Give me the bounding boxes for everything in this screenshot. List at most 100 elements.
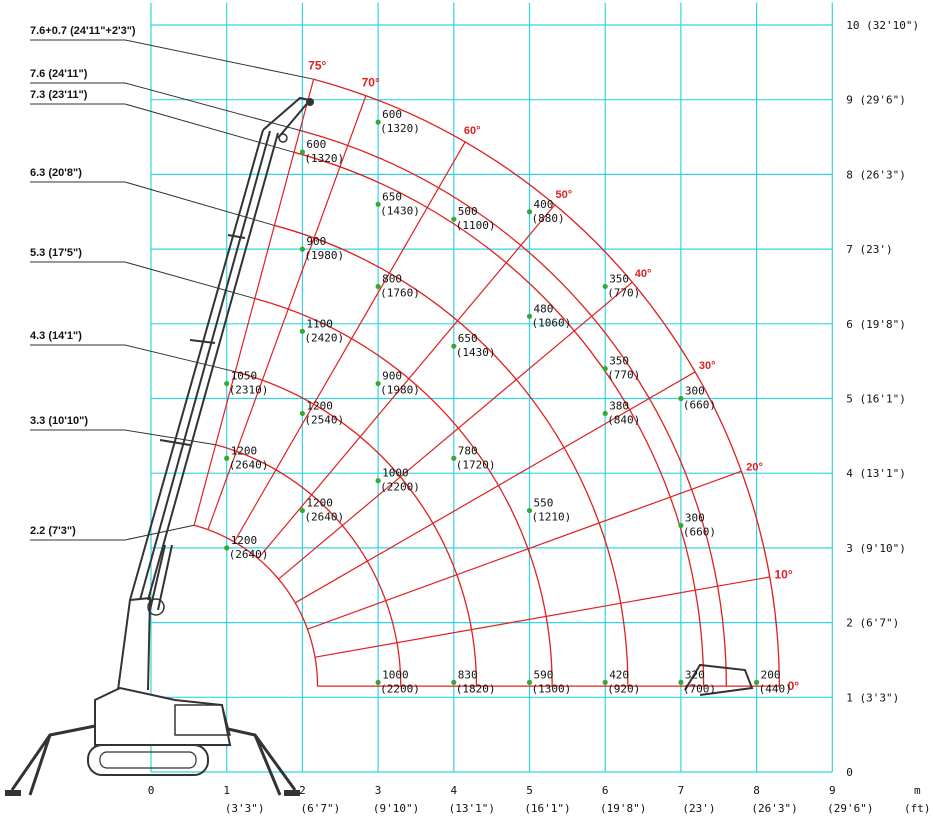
grid (150, 2, 833, 773)
load-lb-label: (1320) (304, 152, 344, 165)
y-tick-label: 6 (19'8") (846, 318, 906, 331)
load-point (299, 246, 305, 252)
angle-label: 20° (746, 461, 763, 473)
load-kg-label: 300 (685, 511, 705, 524)
labels: 0 1 (3'3") 2 (6'7") 3 (9'10") 4 (13'1") 5 (16'1") 6… (30, 19, 931, 815)
load-kg-label: 500 (458, 205, 478, 218)
load-kg-label: 780 (458, 444, 478, 457)
load-point (526, 507, 533, 514)
load-point (375, 119, 381, 125)
boom-length-leader (30, 82, 301, 131)
load-kg-label: 380 (609, 399, 629, 412)
angle-label: 40° (635, 268, 652, 280)
load-point (451, 455, 457, 461)
load-kg-label: 300 (685, 385, 705, 398)
load-point (224, 380, 230, 387)
load-lb-label: (2200) (380, 481, 420, 494)
x-tick-label-ft: (19'8") (600, 802, 646, 815)
angle-rays (193, 79, 780, 687)
crane-track (87, 744, 209, 776)
load-lb-label: (1300) (532, 682, 572, 695)
angle-ray (233, 141, 466, 543)
crane-boom-rest (684, 663, 754, 696)
y-tick-label: 0 (846, 766, 853, 779)
y-tick-label: 4 (13'1") (846, 467, 906, 480)
x-tick-label: 2 (299, 784, 306, 797)
load-point (602, 283, 608, 290)
x-tick-label-ft: (9'10") (373, 802, 419, 815)
angle-ray (257, 204, 556, 559)
x-tick-label-ft: (13'1") (449, 802, 495, 815)
crane-hook (306, 98, 314, 106)
x-tick-label: 9 (829, 784, 836, 797)
x-tick-label: 6 (602, 784, 609, 797)
crane-outrigger-left (10, 723, 101, 796)
load-point (224, 545, 230, 551)
x-tick-label-ft: (16'1") (524, 802, 570, 815)
angle-label: 30° (699, 360, 716, 372)
x-unit-ft: (ft) (904, 802, 931, 815)
boom-length-label: 5.3 (17'5") (30, 247, 82, 259)
y-tick-label: 9 (29'6") (846, 94, 906, 107)
load-lb-label: (1210) (532, 511, 572, 524)
load-point (602, 410, 608, 417)
load-kg-label: 650 (458, 332, 478, 345)
load-point (678, 522, 684, 529)
load-point (451, 679, 457, 685)
angle-label: 60° (464, 125, 481, 137)
load-point (375, 478, 381, 484)
x-tick-label: 4 (450, 784, 457, 797)
angle-ray (207, 95, 367, 530)
load-lb-label: (2310) (229, 384, 269, 397)
load-point (375, 679, 381, 685)
crane-foot-left (5, 790, 21, 796)
crane-boom (129, 129, 279, 601)
load-kg-label: 1000 (382, 668, 409, 681)
x-tick-label: 1 (223, 784, 230, 797)
boom-length-label: 3.3 (10'10") (30, 415, 88, 427)
crane-brackets (159, 234, 246, 446)
load-kg-label: 600 (306, 138, 326, 151)
load-lb-label: (2640) (304, 511, 344, 524)
crane-track-inner (99, 751, 197, 769)
x-tick-label: 5 (526, 784, 533, 797)
boom-length-label: 7.6 (24'11") (30, 68, 88, 80)
y-tick-label: 10 (32'10") (846, 19, 919, 32)
crane-foot-right (284, 790, 300, 796)
y-tick-label: 7 (23') (846, 243, 892, 256)
load-point (299, 507, 305, 514)
boom-length-arc (193, 524, 319, 687)
angle-ray (307, 470, 742, 630)
load-kg-label: 350 (609, 272, 629, 285)
load-point (451, 343, 457, 349)
boom-length-leader (30, 261, 255, 300)
load-kg-label: 1050 (231, 370, 258, 383)
load-lb-label: (840) (607, 413, 640, 426)
load-point (375, 380, 381, 387)
boom-length-arc (215, 444, 402, 687)
load-lb-label: (660) (683, 525, 716, 538)
load-kg-label: 550 (534, 497, 554, 510)
load-lb-label: (2640) (229, 458, 269, 471)
load-lb-label: (880) (532, 212, 565, 225)
y-tick-label: 2 (6'7") (846, 617, 899, 630)
load-kg-label: 800 (382, 272, 402, 285)
load-lb-label: (2540) (304, 413, 344, 426)
angle-label: 50° (556, 189, 573, 201)
x-tick-label: 3 (375, 784, 382, 797)
boom-length-arc (313, 78, 780, 687)
load-kg-label: 600 (382, 108, 402, 121)
load-points (224, 119, 760, 685)
load-lb-label: (1720) (456, 458, 496, 471)
load-point (375, 283, 381, 290)
boom-length-leader (30, 39, 314, 80)
load-lb-label: (1060) (532, 316, 572, 329)
x-unit-m: m (914, 784, 921, 797)
x-tick-label-ft: (6'7") (301, 802, 341, 815)
crane-illustration (5, 96, 754, 796)
angle-ray (314, 576, 770, 658)
boom-length-arc (254, 297, 553, 687)
load-kg-label: 200 (761, 668, 781, 681)
load-point (526, 209, 533, 215)
boom-length-arc (235, 371, 478, 687)
